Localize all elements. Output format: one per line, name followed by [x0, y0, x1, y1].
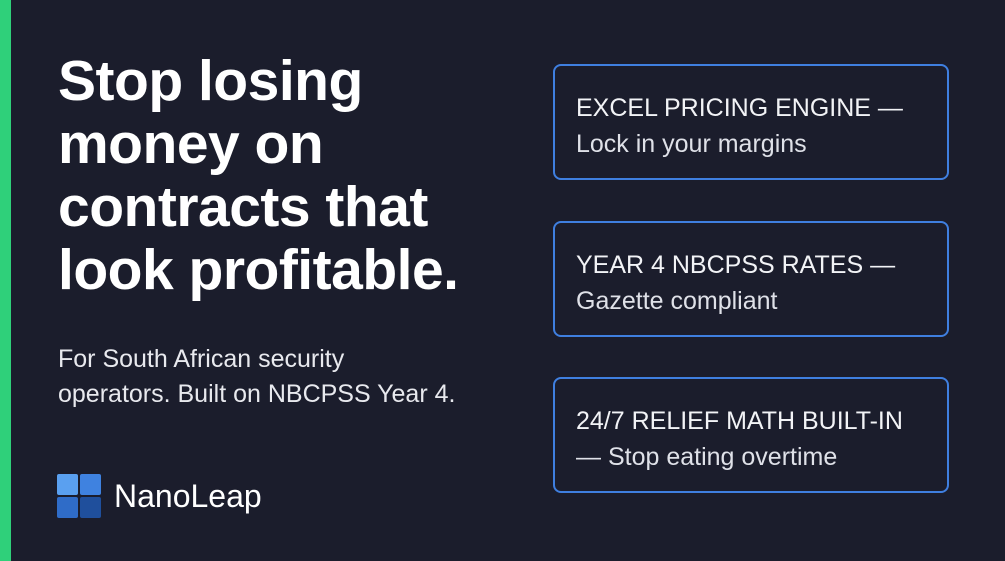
subtitle-line: operators. Built on NBCPSS Year 4. [58, 380, 456, 408]
brand-name: NanoLeap [114, 477, 262, 514]
headline-line: Stop losing [58, 49, 363, 113]
subtitle: For South African security operators. Bu… [58, 342, 455, 412]
card-title: EXCEL PRICING ENGINE — [576, 94, 903, 122]
headline-line: money on [58, 112, 324, 176]
logo-tile [80, 497, 101, 518]
card-title: 24/7 RELIEF MATH BUILT-IN [576, 407, 903, 435]
logo-tile [80, 474, 101, 495]
logo-tile [57, 497, 78, 518]
card-title: YEAR 4 NBCPSS RATES — [576, 251, 896, 279]
logo-tile [57, 474, 78, 495]
accent-bar [0, 0, 11, 561]
card-text: — Stop eating overtime [576, 443, 838, 471]
headline-line: look profitable. [58, 238, 459, 302]
brand: NanoLeap [57, 474, 262, 518]
subtitle-line: For South African security [58, 345, 345, 373]
headline-line: contracts that [58, 175, 428, 239]
headline: Stop losing money on contracts that look… [58, 50, 459, 302]
feature-card: 24/7 RELIEF MATH BUILT-IN — Stop eating … [553, 377, 949, 493]
card-text: Lock in your margins [576, 130, 807, 158]
feature-card: YEAR 4 NBCPSS RATES — Gazette compliant [553, 221, 949, 337]
logo [57, 474, 101, 518]
feature-card: EXCEL PRICING ENGINE — Lock in your marg… [553, 64, 949, 180]
card-text: Gazette compliant [576, 287, 778, 315]
